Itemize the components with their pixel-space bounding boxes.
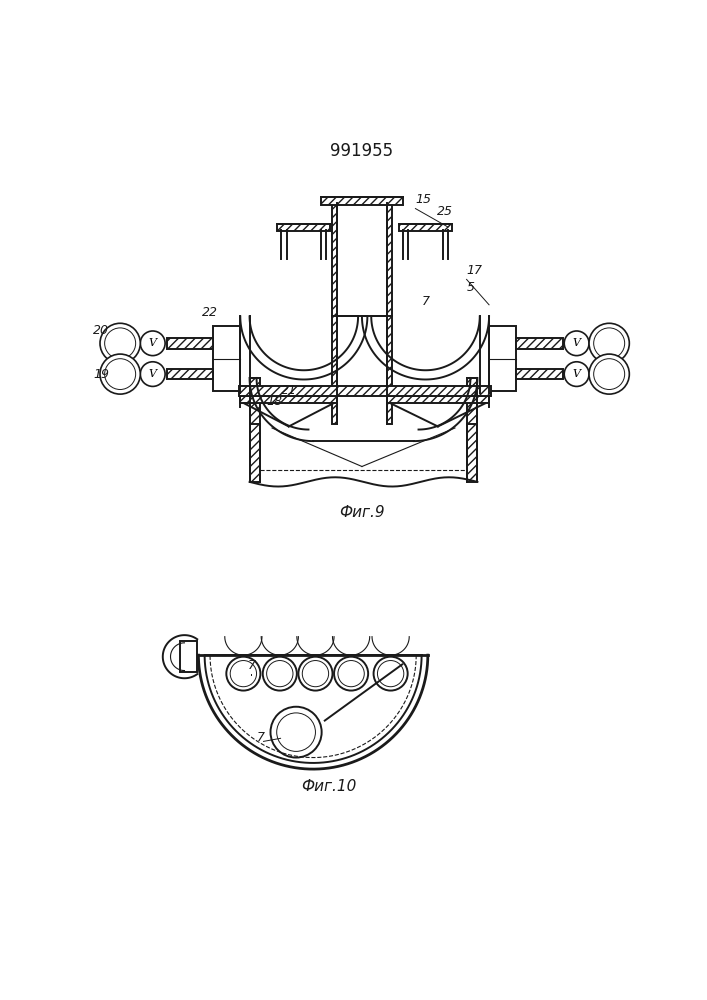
Bar [239,386,491,396]
Circle shape [589,323,629,363]
Bar [213,326,240,391]
Text: Фиг.9: Фиг.9 [339,505,385,520]
Circle shape [564,331,589,356]
Text: 17: 17 [467,264,483,277]
Text: V: V [573,338,580,348]
Bar [167,338,213,349]
Circle shape [564,362,589,386]
Circle shape [100,323,140,363]
Text: 18: 18 [267,395,283,408]
Text: 7: 7 [257,731,265,744]
Text: V: V [573,369,580,379]
Circle shape [140,362,165,386]
Bar [489,326,516,391]
Circle shape [263,657,297,691]
Circle shape [271,707,322,758]
Bar [467,378,477,482]
Bar [180,641,197,672]
Bar [167,369,213,379]
Circle shape [334,657,368,691]
Bar [516,338,563,349]
Text: Фиг.10: Фиг.10 [301,779,356,794]
Text: 15: 15 [416,193,431,206]
Text: V: V [148,338,157,348]
Text: 22: 22 [201,306,218,319]
Bar [250,378,260,482]
Bar [387,203,392,424]
Text: 5: 5 [467,281,474,294]
Circle shape [140,331,165,356]
Bar [387,396,489,403]
Text: 20: 20 [93,324,109,337]
Text: 19: 19 [93,368,109,381]
Text: 7: 7 [248,659,256,672]
Bar [399,224,452,231]
Text: 7: 7 [421,295,430,308]
Circle shape [100,354,140,394]
Bar [321,197,403,205]
Bar [516,369,563,379]
Circle shape [373,657,408,691]
Circle shape [589,354,629,394]
Circle shape [298,657,332,691]
Bar [332,203,337,424]
Text: 25: 25 [437,205,453,218]
Bar [240,396,337,403]
Text: 21: 21 [281,384,296,397]
Circle shape [226,657,260,691]
Text: 991955: 991955 [330,142,394,160]
Text: V: V [148,369,157,379]
Bar [277,224,330,231]
